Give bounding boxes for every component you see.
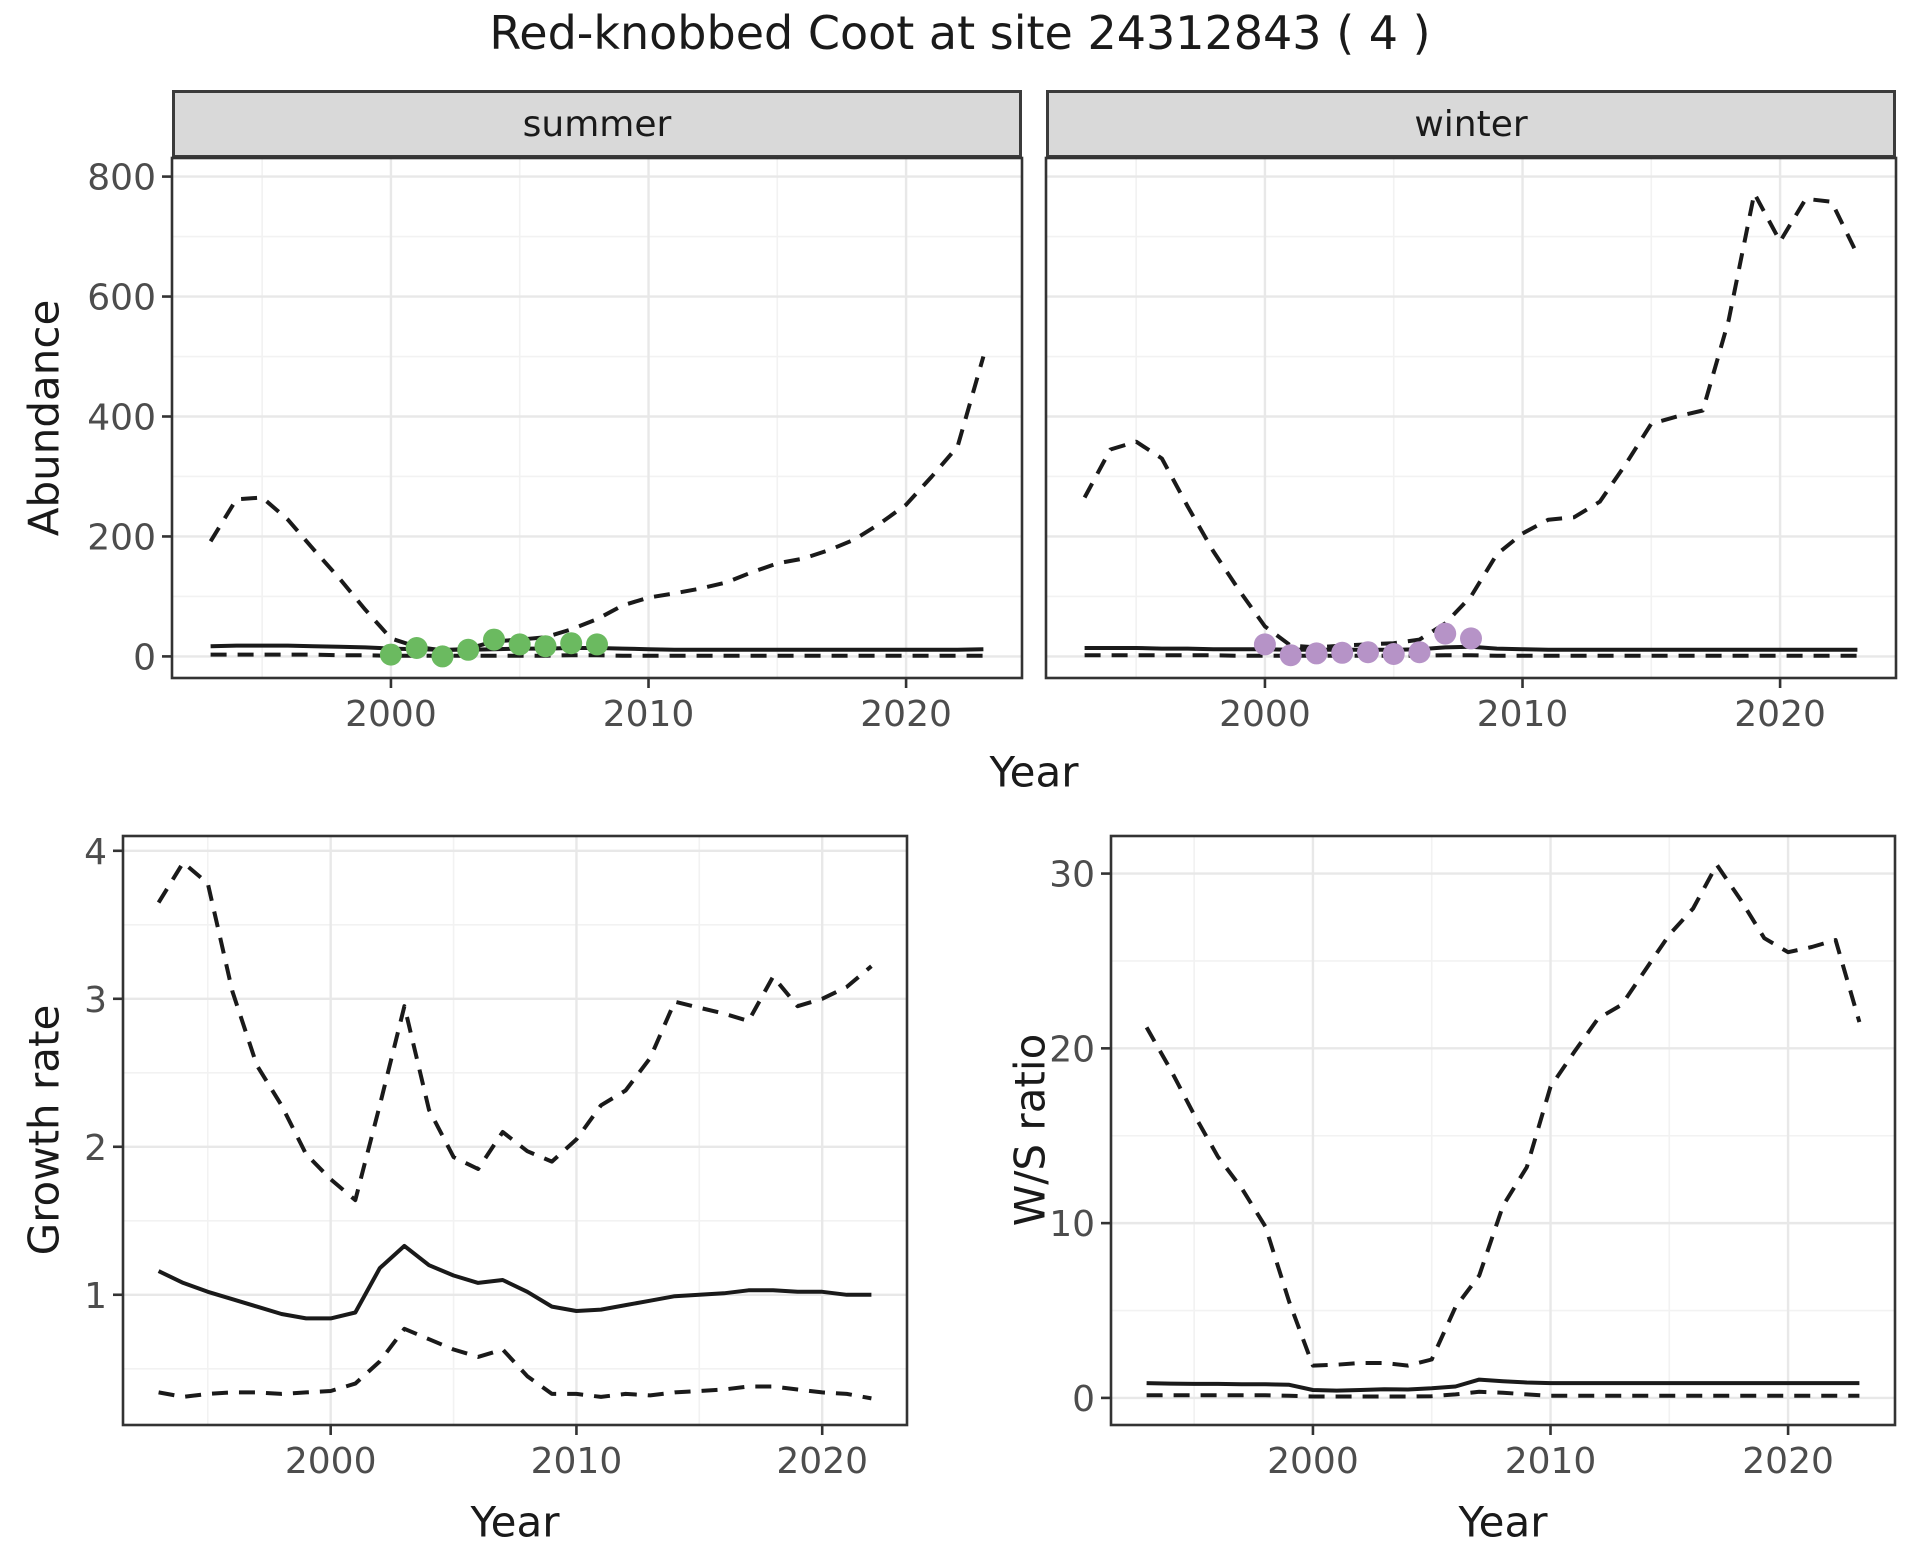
panel-growth: 2000 2010 2020 1 2 3 4 [84,832,909,1482]
x-tick-label: 2020 [1734,694,1826,735]
y-tick-label: 600 [87,278,156,319]
y-tick-label: 200 [87,517,156,558]
facet-strip-summer-label: summer [522,103,672,145]
y-tick-label: 0 [1072,1379,1095,1420]
upper-95ci-line [156,860,873,1203]
observed-counts-point [1331,641,1354,664]
y-tick-label: 800 [87,158,156,199]
panel-border [121,834,909,1427]
lower-95ci-line [1084,653,1858,658]
panel-border [170,156,1024,680]
panel-background [1046,158,1896,678]
observed-counts-point [1253,633,1276,656]
facet-strip-winter-label: winter [1414,103,1528,145]
observed-counts-point [1279,644,1302,667]
x-axis-title-bottom-left: Year [470,1497,560,1547]
modelled-growth-rate-line [157,1243,872,1321]
upper-95ci-line [1082,191,1860,650]
x-tick-label: 2020 [1742,1441,1834,1482]
observed-counts-point [483,628,505,651]
x-axis-title-bottom-right: Year [1458,1497,1548,1547]
y-tick-label: 20 [1049,1029,1095,1070]
x-tick-label: 2010 [1505,1441,1597,1482]
upper-95ci-line [1144,862,1862,1368]
x-tick-label: 2000 [285,1441,377,1482]
y-tick-label: 400 [87,398,156,439]
lower-95ci-line [1146,1389,1860,1399]
y-tick-label: 2 [84,1128,107,1169]
observed-counts-point [1305,642,1328,665]
observed-counts-point [560,632,583,655]
y-tick-label: 0 [133,637,156,678]
observed-counts-point [1382,643,1405,665]
observed-counts-point [1460,627,1482,650]
y-tick-label: 3 [84,980,107,1021]
x-axis-title-top: Year [989,747,1079,797]
observed-counts-point [379,643,402,666]
x-tick-label: 2010 [1477,694,1569,735]
x-tick-label: 2020 [776,1441,868,1482]
observed-counts-point [1357,641,1379,664]
chart-title: Red-knobbed Coot at site 24312843 ( 4 ) [489,6,1431,60]
x-tick-label: 2000 [1219,694,1311,735]
observed-counts-point [534,635,557,658]
x-tick-label: 2000 [345,694,437,735]
panel-winter: 2000 2010 2020 [1044,156,1898,735]
y-tick-label: 30 [1049,855,1095,896]
panel-ws: 2000 2010 2020 0 10 20 30 [1049,834,1897,1482]
lower-95ci-line [158,1326,872,1401]
panel-border [1044,156,1898,680]
observed-counts-point [508,633,531,656]
facet-strip-summer: summer [172,90,1022,158]
x-tick-label: 2010 [531,1441,623,1482]
panel-summer: 2000 2010 2020 0 200 400 600 800 [87,156,1024,735]
x-tick-label: 2020 [860,694,952,735]
y-axis-title-abundance: Abundance [19,299,69,537]
observed-counts-point [1434,622,1457,645]
y-axis-title-ws-ratio: W/S ratio [1005,1033,1055,1227]
y-tick-label: 10 [1049,1204,1095,1245]
panel-border [1109,834,1897,1427]
facet-strip-winter: winter [1046,90,1896,158]
y-tick-label: 1 [84,1276,107,1317]
panel-background [172,158,1022,678]
observed-counts-point [431,645,454,668]
observed-counts-point [1408,641,1431,664]
y-axis-title-growth-rate: Growth rate [19,1004,69,1256]
x-tick-label: 2000 [1267,1441,1359,1482]
y-tick-label: 4 [84,832,107,873]
observed-counts-point [586,633,608,656]
observed-counts-point [405,637,428,659]
x-tick-label: 2010 [603,694,695,735]
panel-background [1111,836,1895,1425]
modelled-ws-ratio-line [1146,1377,1860,1393]
observed-counts-point [457,638,480,661]
panel-background [123,836,907,1425]
